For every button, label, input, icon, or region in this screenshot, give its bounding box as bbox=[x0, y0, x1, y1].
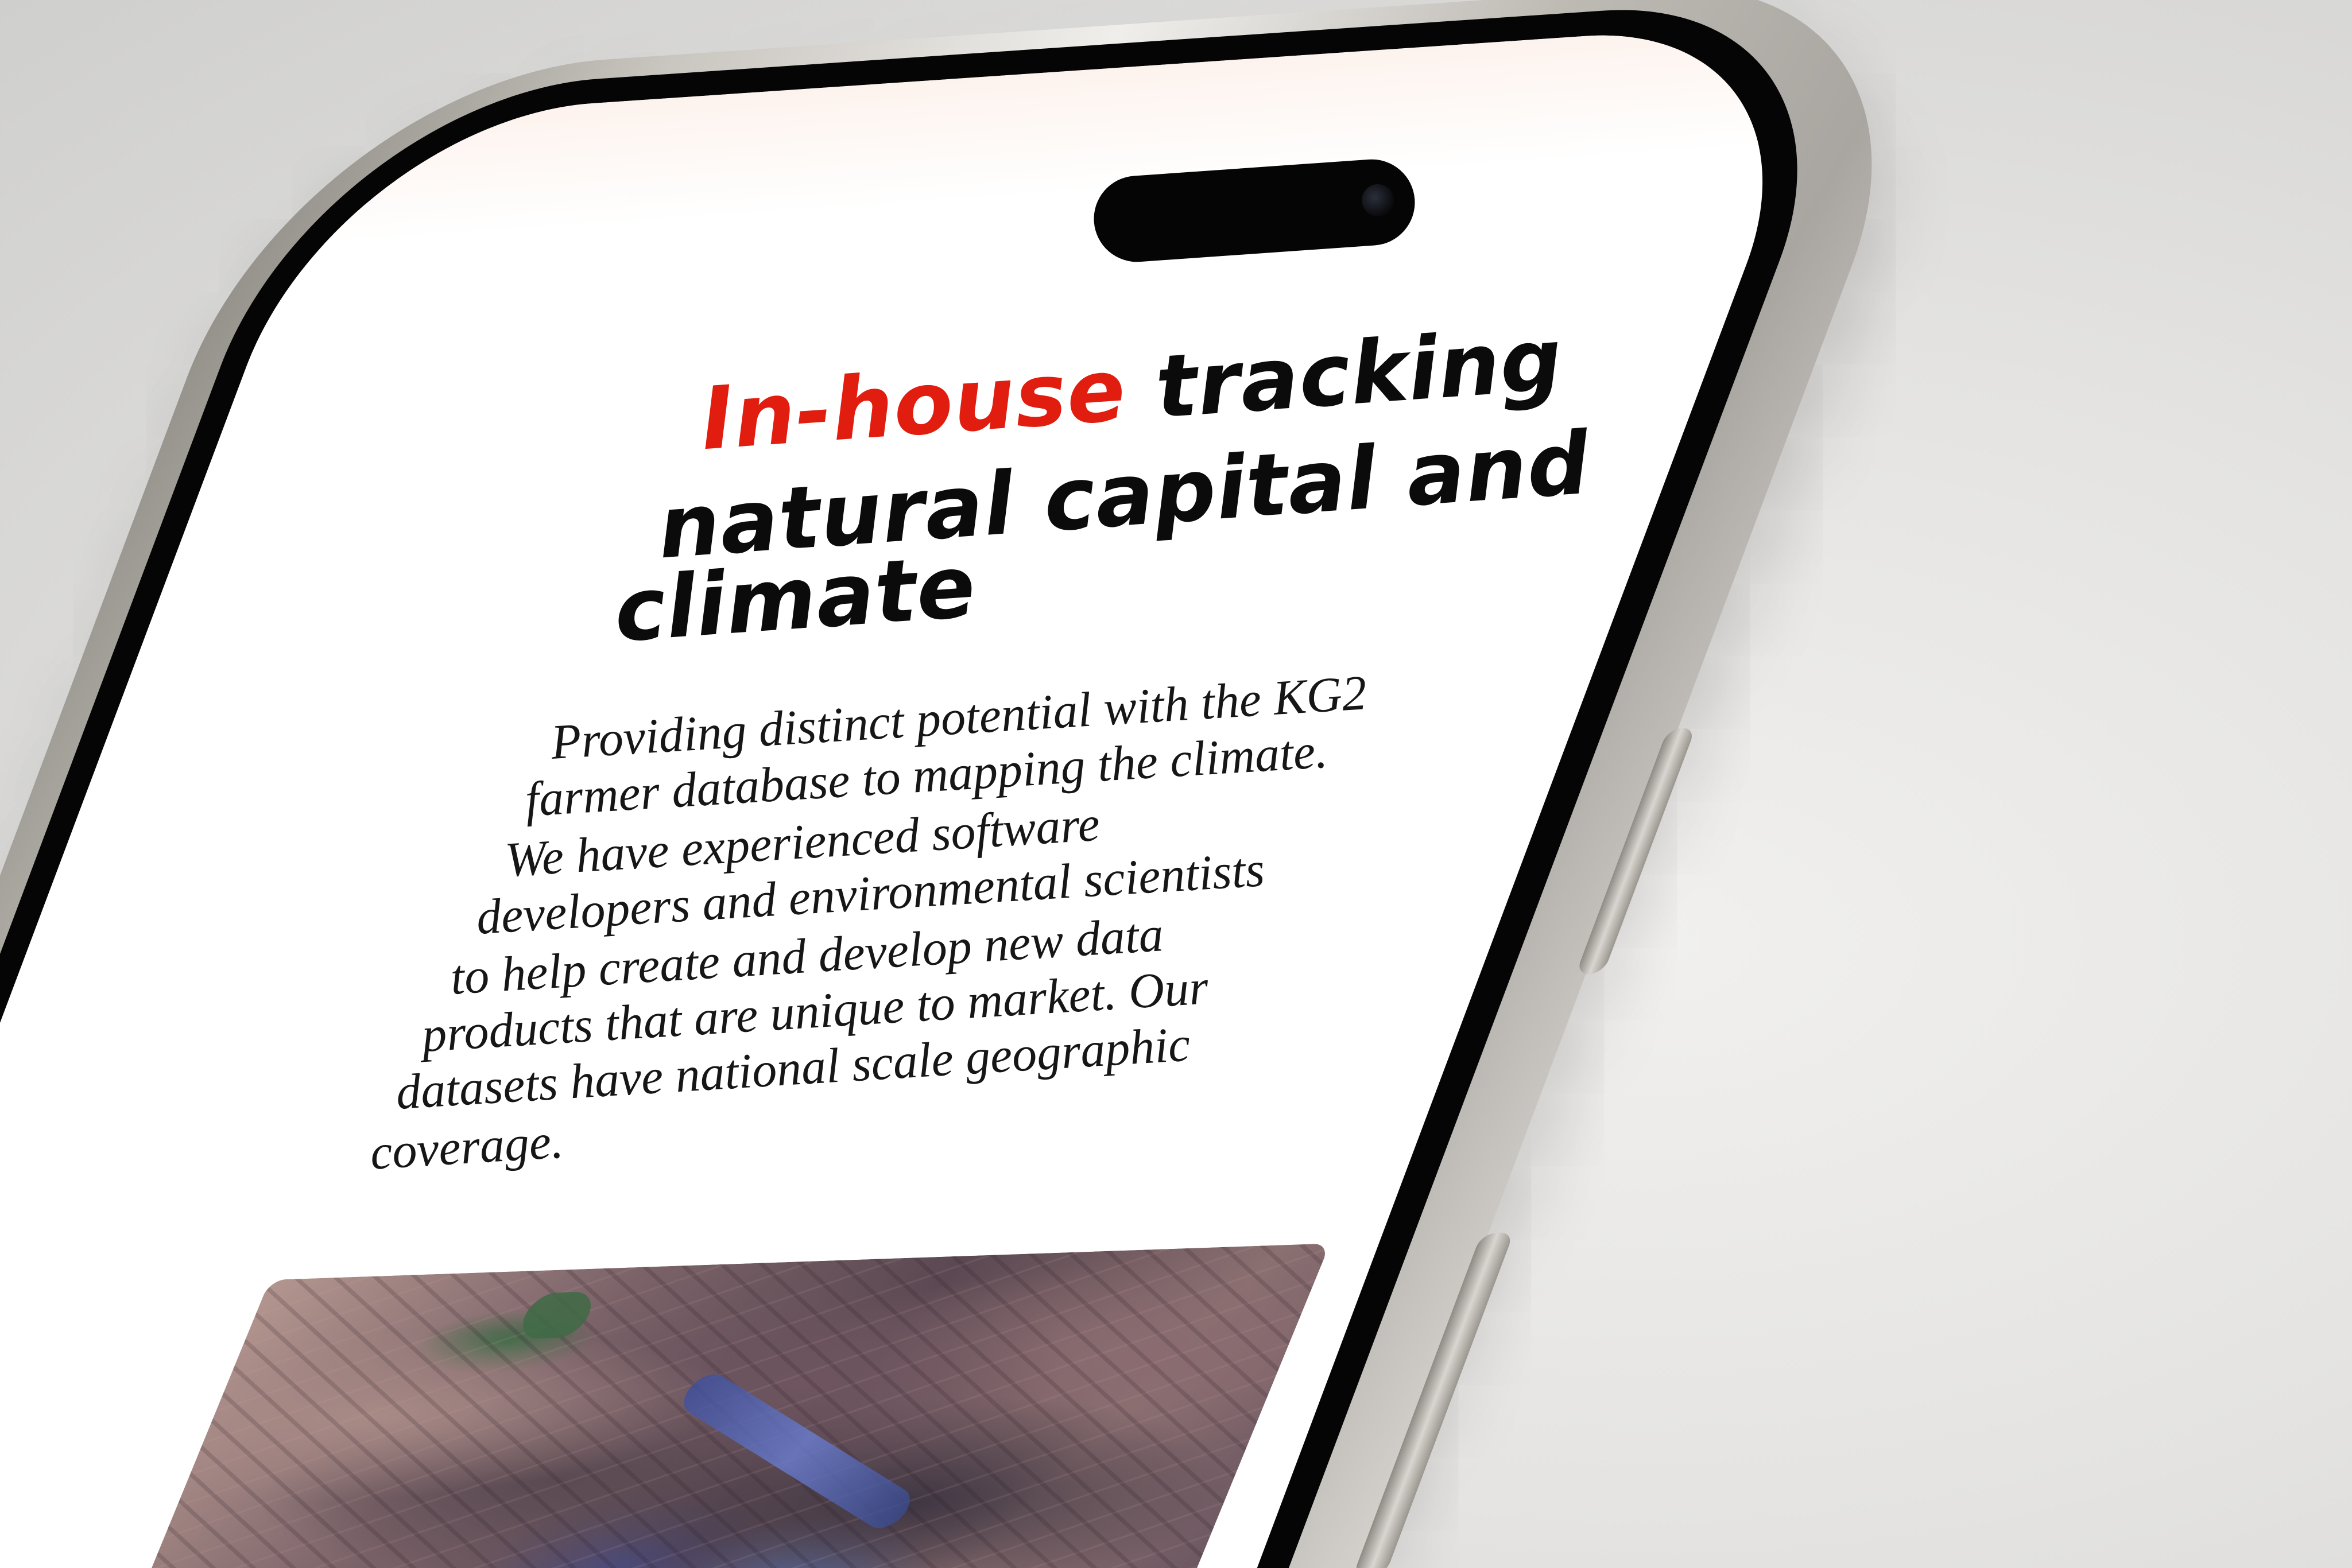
satellite-map-image bbox=[123, 1243, 1331, 1568]
headline-line-3: climate bbox=[611, 537, 979, 662]
paragraph-line: coverage. bbox=[369, 1113, 565, 1180]
